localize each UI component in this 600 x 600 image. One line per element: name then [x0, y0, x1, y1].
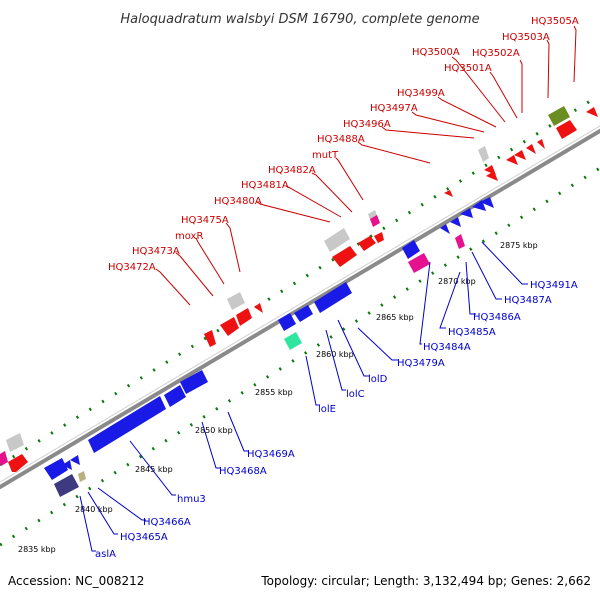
feature-arrow: [548, 106, 570, 126]
gene-label: HQ3486A: [473, 312, 521, 323]
feature-arrow: [294, 305, 313, 322]
gene-label: HQ3481A: [241, 180, 289, 191]
gene-label: HQ3488A: [317, 134, 365, 145]
gene-label: HQ3505A: [531, 16, 579, 27]
reverse-features: [44, 197, 494, 497]
feature-arrow: [506, 155, 518, 165]
forward-features: [0, 106, 598, 472]
gene-label: HQ3466A: [143, 517, 191, 528]
feature-arrow: [254, 303, 263, 313]
gene-label: mutT: [312, 150, 339, 161]
feature-arrow: [314, 282, 352, 313]
gene-label: HQ3491A: [530, 280, 578, 291]
kbp-label: 2860 kbp: [316, 350, 354, 359]
tick-track-forward: [0, 93, 600, 467]
gene-label: moxR: [175, 231, 203, 242]
feature-arrow: [180, 370, 208, 394]
feature-arrow: [480, 197, 494, 208]
kbp-label: 2855 kbp: [255, 388, 293, 397]
feature-arrow: [70, 455, 80, 465]
reverse-gene-labels: HQ3491A HQ3487A HQ3486A HQ3485A HQ3484A …: [95, 280, 578, 560]
accession-text: Accession: NC_008212: [8, 574, 144, 588]
genome-backbone: [0, 125, 600, 490]
feature-arrow: [537, 139, 545, 149]
gene-label: lolD: [368, 374, 388, 385]
forward-leader-lines: [155, 25, 577, 306]
feature-arrow: [526, 144, 536, 154]
reverse-leader-lines: [79, 241, 528, 552]
gene-label: lolC: [346, 389, 365, 400]
kbp-label: 2845 kbp: [135, 465, 173, 474]
feature-arrow: [444, 190, 453, 197]
map-title: Haloquadratum walsbyi DSM 16790, complet…: [120, 12, 479, 27]
feature-arrow: [0, 451, 8, 466]
feature-arrow: [6, 433, 24, 452]
feature-arrow: [54, 474, 79, 497]
gene-label: HQ3472A: [108, 262, 156, 273]
gene-label: HQ3484A: [423, 342, 471, 353]
feature-arrow: [402, 240, 420, 259]
feature-arrow: [220, 317, 239, 336]
gene-label: HQ3480A: [214, 196, 262, 207]
gene-label: aslA: [95, 549, 116, 560]
gene-label: HQ3501A: [444, 63, 492, 74]
kbp-label: 2835 kbp: [18, 545, 56, 554]
gene-label: HQ3469A: [247, 449, 295, 460]
gene-label: hmu3: [177, 494, 206, 505]
feature-arrow: [88, 396, 166, 453]
kbp-label: 2865 kbp: [376, 313, 414, 322]
gene-label: HQ3485A: [448, 327, 496, 338]
feature-arrow: [556, 120, 577, 139]
feature-arrow: [78, 471, 86, 482]
gene-label: HQ3479A: [397, 358, 445, 369]
feature-arrow: [486, 171, 498, 181]
feature-arrow: [62, 460, 72, 470]
feature-arrow: [370, 215, 380, 227]
feature-arrow: [164, 385, 186, 407]
feature-arrow: [204, 330, 216, 347]
kbp-label: 2840 kbp: [75, 505, 113, 514]
gene-label: HQ3473A: [132, 246, 180, 257]
gene-label: HQ3496A: [343, 119, 391, 130]
feature-arrow: [460, 208, 473, 218]
feature-arrow: [227, 292, 245, 310]
gene-label: HQ3502A: [472, 48, 520, 59]
gene-label: HQ3482A: [268, 165, 316, 176]
feature-arrow: [8, 454, 28, 472]
kbp-label: 2875 kbp: [500, 241, 538, 250]
tick-track-reverse: [0, 166, 600, 547]
feature-arrow: [278, 313, 296, 331]
kbp-label: 2850 kbp: [195, 426, 233, 435]
feature-arrow: [358, 236, 376, 251]
gene-label: HQ3475A: [181, 215, 229, 226]
feature-arrow: [440, 224, 450, 234]
feature-arrow: [408, 253, 430, 273]
feature-arrow: [236, 308, 252, 326]
kbp-labels: 2835 kbp 2840 kbp 2845 kbp 2850 kbp 2855…: [18, 241, 538, 554]
gene-label: HQ3503A: [502, 32, 550, 43]
feature-arrow: [514, 150, 526, 160]
feature-arrow: [450, 217, 461, 227]
gene-label: HQ3500A: [412, 47, 460, 58]
gene-label: HQ3468A: [219, 466, 267, 477]
feature-arrow: [324, 228, 350, 252]
gene-label: HQ3487A: [504, 295, 552, 306]
gene-label: lolE: [318, 404, 336, 415]
feature-arrow: [44, 458, 68, 480]
gene-label: HQ3497A: [370, 103, 418, 114]
feature-arrow: [332, 246, 357, 267]
feature-arrow: [478, 146, 489, 162]
feature-arrow: [586, 107, 598, 117]
feature-arrow: [455, 234, 465, 249]
feature-arrow: [284, 332, 302, 350]
feature-arrow: [374, 232, 384, 243]
gene-label: HQ3465A: [120, 532, 168, 543]
forward-gene-labels: HQ3505A HQ3503A HQ3502A HQ3500A HQ3501A …: [108, 16, 579, 273]
gene-label: HQ3499A: [397, 88, 445, 99]
genome-summary-text: Topology: circular; Length: 3,132,494 bp…: [260, 574, 591, 588]
